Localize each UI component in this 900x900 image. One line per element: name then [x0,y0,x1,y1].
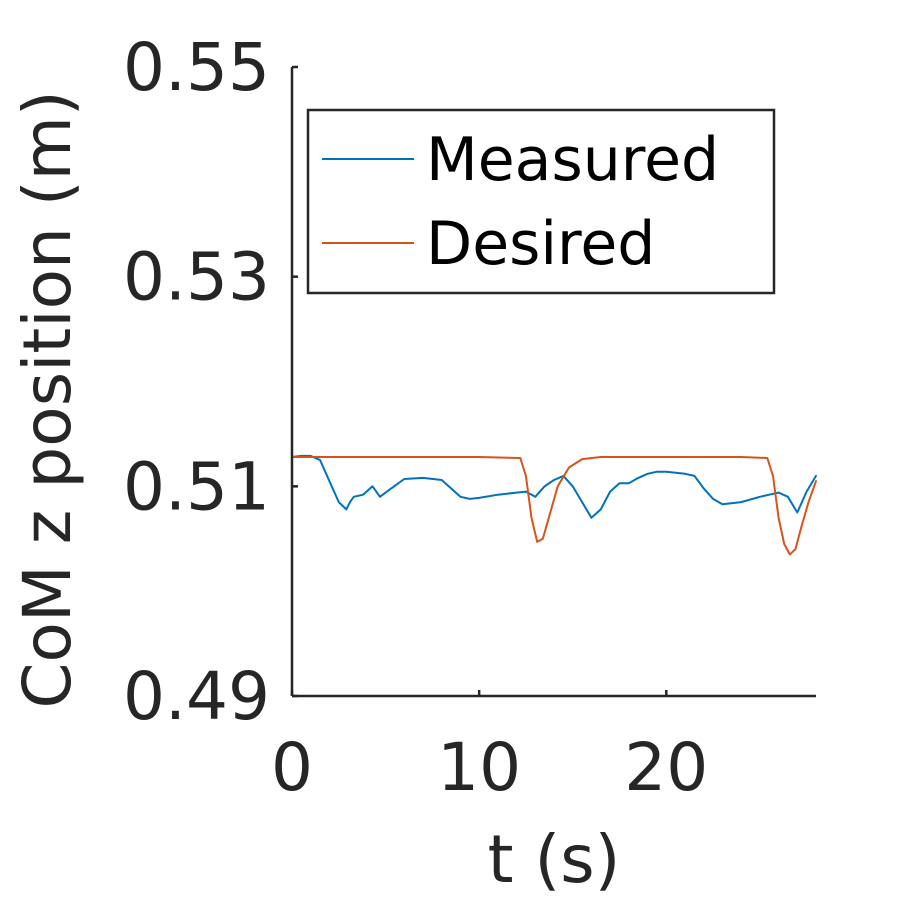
series-line-measured [291,454,817,519]
y-tick-label: 0.53 [123,239,270,316]
y-axis-label: CoM z position (m) [9,90,86,708]
plot-area [291,454,817,556]
x-axis-label: t (s) [488,821,621,898]
legend-box [306,108,776,295]
legend-label-measured: Measured [426,125,719,195]
x-tick-label: 20 [624,729,708,806]
y-tick-label: 0.55 [123,29,270,106]
series-line-desired [291,456,817,556]
x-tick-label: 0 [271,729,313,806]
y-tick-label: 0.51 [123,448,270,525]
legend-label-desired: Desired [426,209,655,279]
axes: 0.49 0.51 0.53 0.55 0 10 20 [123,29,816,806]
x-tick-label: 10 [437,729,521,806]
y-tick-label: 0.49 [123,658,270,735]
legend: Measured Desired [306,108,776,295]
